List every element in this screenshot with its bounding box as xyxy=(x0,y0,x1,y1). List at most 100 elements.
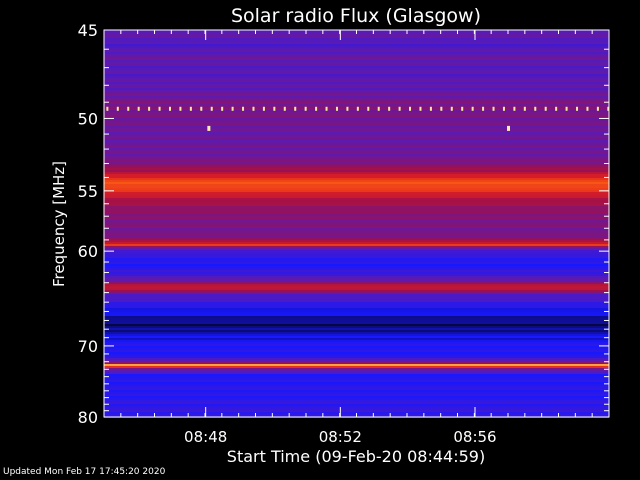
heatmap-row xyxy=(104,348,609,350)
heatmap-row xyxy=(104,388,609,390)
heatmap-row xyxy=(104,174,609,176)
periodic-spike xyxy=(179,106,182,111)
periodic-spike xyxy=(137,106,140,111)
heatmap-row xyxy=(104,62,609,64)
heatmap-row xyxy=(104,356,609,358)
periodic-spike xyxy=(607,106,610,111)
heatmap-row xyxy=(104,48,609,50)
periodic-spike xyxy=(409,106,412,111)
heatmap-row xyxy=(104,210,609,212)
heatmap-row xyxy=(104,230,609,232)
periodic-spike xyxy=(482,106,485,111)
heatmap-row xyxy=(104,318,609,320)
periodic-spike xyxy=(461,106,464,111)
heatmap-row xyxy=(104,312,609,314)
heatmap-row xyxy=(104,96,609,98)
heatmap-row xyxy=(104,80,609,82)
heatmap-row xyxy=(104,240,609,242)
heatmap-row xyxy=(104,252,609,254)
heatmap-row xyxy=(104,186,609,188)
periodic-spike xyxy=(388,106,391,111)
heatmap-row xyxy=(104,396,609,398)
heatmap-row xyxy=(104,112,609,114)
heatmap-row xyxy=(104,244,609,246)
heatmap-row xyxy=(104,76,609,78)
periodic-spike xyxy=(158,106,161,111)
heatmap-row xyxy=(104,94,609,96)
heatmap-row xyxy=(104,322,609,324)
heatmap-row xyxy=(104,236,609,238)
heatmap-row xyxy=(104,258,609,260)
periodic-spike xyxy=(534,106,537,111)
heatmap-row xyxy=(104,102,609,104)
periodic-spike xyxy=(346,106,349,111)
periodic-spike xyxy=(325,106,328,111)
heatmap-row xyxy=(104,242,609,244)
heatmap-row xyxy=(104,350,609,352)
heatmap-row xyxy=(104,340,609,342)
heatmap-row xyxy=(104,90,609,92)
periodic-spike xyxy=(127,106,130,111)
heatmap-row xyxy=(104,92,609,94)
heatmap-row xyxy=(104,342,609,344)
heatmap-row xyxy=(104,222,609,224)
heatmap-row xyxy=(104,176,609,178)
heatmap-row xyxy=(104,128,609,130)
heatmap-row xyxy=(104,142,609,144)
heatmap-row xyxy=(104,72,609,74)
heatmap-row xyxy=(104,270,609,272)
heatmap-row xyxy=(104,34,609,36)
heatmap-row xyxy=(104,410,609,412)
periodic-spike xyxy=(231,106,234,111)
y-tick-label: 70 xyxy=(78,337,98,356)
heatmap-row xyxy=(104,346,609,348)
heatmap-row xyxy=(104,182,609,184)
heatmap-row xyxy=(104,392,609,394)
heatmap-row xyxy=(104,376,609,378)
periodic-spike xyxy=(315,106,318,111)
heatmap-row xyxy=(104,126,609,128)
periodic-spike xyxy=(586,106,589,111)
periodic-spike xyxy=(513,106,516,111)
periodic-spike xyxy=(116,106,119,111)
heatmap-row xyxy=(104,380,609,382)
periodic-spike xyxy=(106,106,109,111)
heatmap-row xyxy=(104,296,609,298)
heatmap-row xyxy=(104,108,609,110)
heatmap-row xyxy=(104,220,609,222)
periodic-spike xyxy=(283,106,286,111)
heatmap-row xyxy=(104,224,609,226)
heatmap-row xyxy=(104,266,609,268)
chart-title: Solar radio Flux (Glasgow) xyxy=(231,5,481,27)
heatmap-row xyxy=(104,406,609,408)
heatmap-row xyxy=(104,260,609,262)
periodic-spike xyxy=(419,106,422,111)
spectrogram-heatmap xyxy=(104,30,609,418)
periodic-spike xyxy=(210,106,213,111)
periodic-spike xyxy=(596,106,599,111)
y-tick-label: 50 xyxy=(78,109,98,128)
heatmap-row xyxy=(104,292,609,294)
heatmap-row xyxy=(104,60,609,62)
heatmap-row xyxy=(104,354,609,356)
heatmap-row xyxy=(104,114,609,116)
heatmap-row xyxy=(104,274,609,276)
heatmap-row xyxy=(104,164,609,166)
heatmap-row xyxy=(104,250,609,252)
heatmap-row xyxy=(104,172,609,174)
heatmap-row xyxy=(104,98,609,100)
periodic-spike xyxy=(576,106,579,111)
heatmap-row xyxy=(104,382,609,384)
periodic-spike xyxy=(377,106,380,111)
heatmap-row xyxy=(104,188,609,190)
heatmap-row xyxy=(104,118,609,120)
heatmap-row xyxy=(104,202,609,204)
updated-timestamp: Updated Mon Feb 17 17:45:20 2020 xyxy=(3,467,166,477)
heatmap-row xyxy=(104,360,609,362)
heatmap-row xyxy=(104,378,609,380)
heatmap-row xyxy=(104,56,609,58)
heatmap-row xyxy=(104,116,609,118)
heatmap-row xyxy=(104,246,609,248)
heatmap-row xyxy=(104,178,609,180)
heatmap-row xyxy=(104,366,609,368)
